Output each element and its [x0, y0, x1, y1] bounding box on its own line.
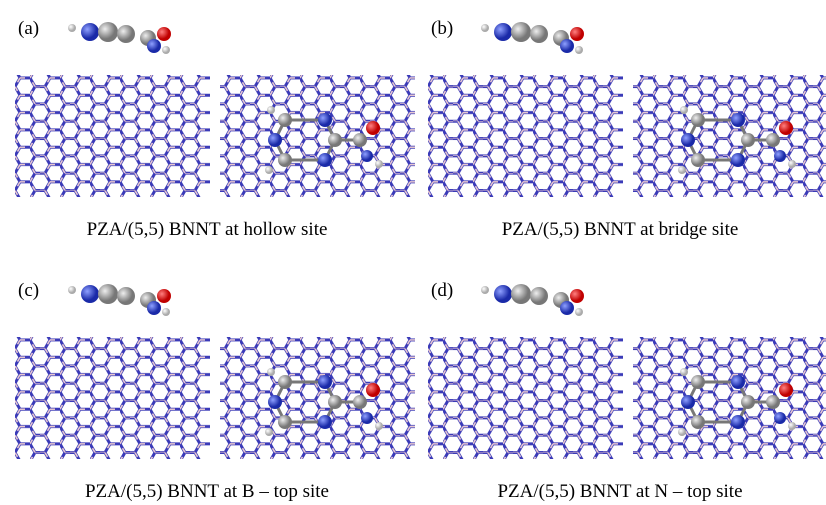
nanotube — [428, 337, 623, 459]
caption: PZA/(5,5) BNNT at N – top site — [497, 481, 742, 502]
panel: (b) PZA/(5,5) BNNT at bridge site — [428, 18, 826, 240]
nanotube — [220, 337, 415, 459]
nanotube — [15, 75, 210, 197]
nanotube — [428, 75, 623, 197]
panel: (d) PZA/(5,5) BNNT at N – top site — [428, 280, 826, 502]
molecule-side-view — [481, 22, 584, 54]
panel-label: (b) — [431, 18, 453, 39]
caption: PZA/(5,5) BNNT at B – top site — [85, 481, 329, 502]
molecule-side-view — [68, 284, 171, 316]
figure: (a) PZA/(5,5) BNNT at hollow site (b) PZA/(… — [0, 0, 826, 505]
nanotube — [633, 337, 826, 459]
caption: PZA/(5,5) BNNT at bridge site — [502, 219, 739, 240]
panel-label: (c) — [18, 280, 39, 301]
nanotube — [633, 75, 826, 197]
panel: (a) PZA/(5,5) BNNT at hollow site — [15, 18, 415, 240]
molecule-side-view — [68, 22, 171, 54]
panel: (c) PZA/(5,5) BNNT at B – top site — [15, 280, 415, 502]
nanotube — [220, 75, 415, 197]
molecule-side-view — [481, 284, 584, 316]
panel-label: (d) — [431, 280, 453, 301]
panel-label: (a) — [18, 18, 39, 39]
nanotube — [15, 337, 210, 459]
caption: PZA/(5,5) BNNT at hollow site — [87, 219, 328, 240]
